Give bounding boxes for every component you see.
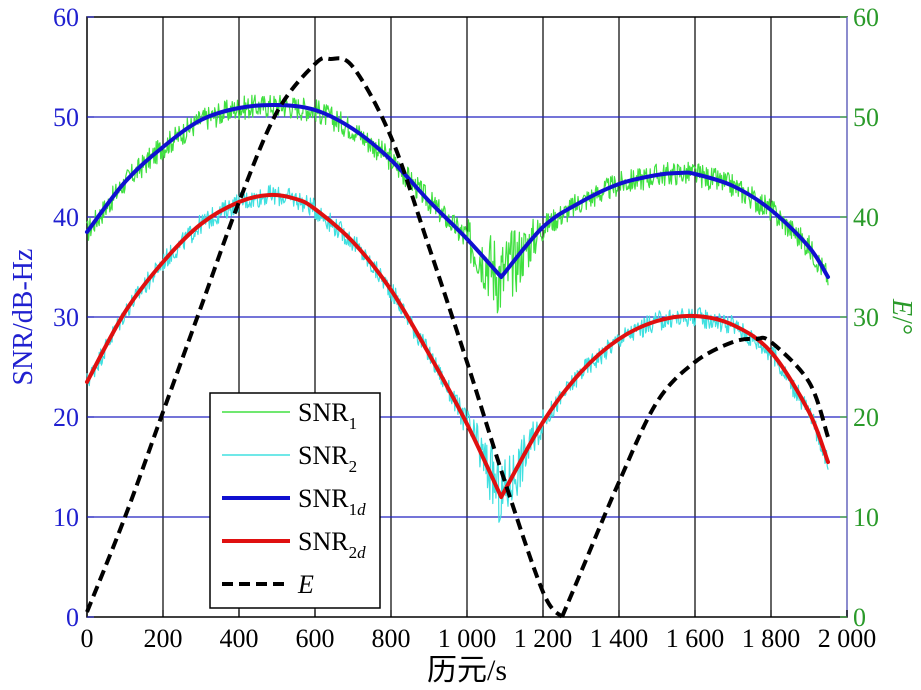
- right-y-tick-label: 60: [853, 3, 879, 32]
- right-axis-title: E/°: [886, 298, 917, 335]
- left-y-tick-label: 30: [53, 303, 79, 332]
- left-y-tick-label: 40: [53, 203, 79, 232]
- x-tick-label: 800: [372, 624, 411, 653]
- x-tick-label: 1 200: [514, 624, 573, 653]
- tick-marks: [86, 16, 848, 618]
- x-tick-label: 1 400: [590, 624, 649, 653]
- legend-label-subscript: 1: [349, 500, 358, 519]
- legend-label-subscript: 1: [349, 414, 358, 433]
- x-tick-label: 1 800: [742, 624, 801, 653]
- x-tick-label: 1 000: [438, 624, 497, 653]
- x-tick-labels: 0 200 400 600 800 1 000 1 200 1 400 1 600 1 800 2 …: [81, 624, 877, 653]
- legend-label-name: SNR: [298, 441, 349, 470]
- right-y-tick-label: 10: [853, 503, 879, 532]
- right-y-tick-label: 0: [853, 603, 866, 632]
- legend-label-subscript: 2: [349, 457, 358, 476]
- legend-label-subscript-letter: d: [357, 500, 366, 519]
- x-tick-label: 1 600: [666, 624, 725, 653]
- series-line-snr1d: [85, 102, 830, 279]
- x-tick-label: 2 000: [818, 624, 877, 653]
- left-y-tick-label: 20: [53, 403, 79, 432]
- x-tick-label: 0: [81, 624, 94, 653]
- legend-label-name: E: [297, 570, 314, 599]
- left-y-tick-label: 10: [53, 503, 79, 532]
- legend-label-snr1d: SNR1d: [298, 484, 366, 519]
- legend-label-name: SNR: [298, 484, 349, 513]
- x-tick-label: 200: [144, 624, 183, 653]
- right-y-tick-label: 50: [853, 103, 879, 132]
- legend-label-subscript: 2: [349, 543, 358, 562]
- x-axis-title: 历元/s: [427, 654, 507, 687]
- legend-label-name: SNR: [298, 398, 349, 427]
- left-y-tick-label: 0: [66, 603, 79, 632]
- legend-label-elev: E: [297, 570, 314, 599]
- legend-label-subscript-letter: d: [357, 543, 366, 562]
- x-tick-label: 400: [220, 624, 259, 653]
- series-line-elev: [85, 56, 830, 619]
- legend-label-snr2: SNR2: [298, 441, 357, 476]
- right-y-tick-label: 40: [853, 203, 879, 232]
- left-y-tick-label: 60: [53, 3, 79, 32]
- series-line-snr2d: [85, 192, 830, 499]
- left-y-tick-labels: 0 10 20 30 40 50 60: [53, 3, 79, 632]
- legend-label-snr2d: SNR2d: [298, 527, 366, 562]
- right-y-tick-labels: 0 10 20 30 40 50 60: [853, 3, 879, 632]
- left-axis-title: SNR/dB-Hz: [8, 249, 39, 386]
- left-y-tick-label: 50: [53, 103, 79, 132]
- right-axis-title-symbol: E: [886, 298, 917, 316]
- legend-box: [209, 392, 381, 609]
- legend-label-snr1: SNR1: [298, 398, 357, 433]
- legend-label-name: SNR: [298, 527, 349, 556]
- right-y-tick-label: 30: [853, 303, 879, 332]
- right-axis-title-unit: /°: [886, 316, 917, 335]
- series-layer: [85, 56, 830, 619]
- right-y-tick-label: 20: [853, 403, 879, 432]
- x-tick-label: 600: [296, 624, 335, 653]
